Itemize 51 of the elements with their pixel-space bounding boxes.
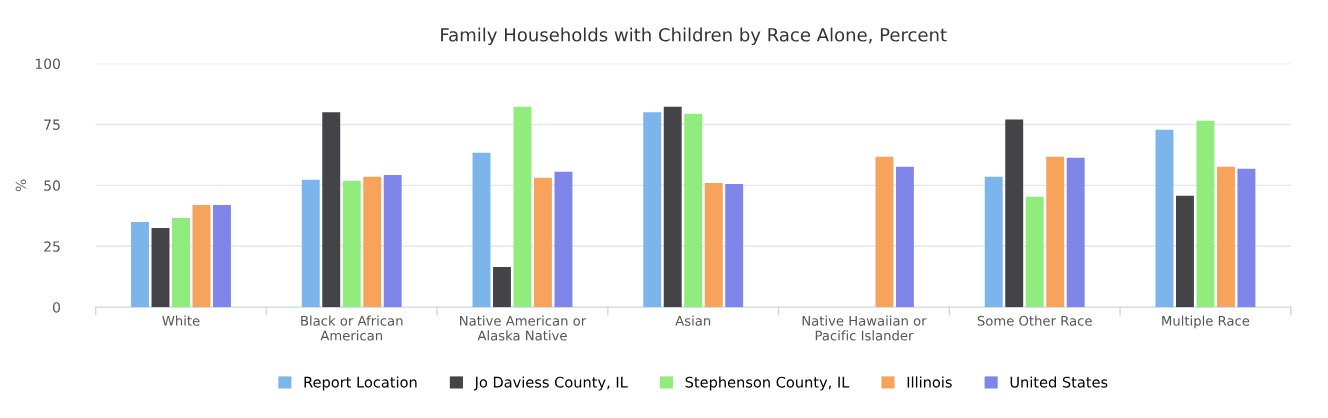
y-tick-label: 100 <box>35 58 60 70</box>
y-tick-label: 0 <box>52 302 60 313</box>
bar <box>1155 129 1174 308</box>
bar <box>151 228 170 308</box>
bar <box>472 152 491 308</box>
legend-label: Jo Daviess County, IL <box>473 376 628 391</box>
bar <box>301 179 320 308</box>
x-tick-label: Asian <box>675 315 711 326</box>
x-tick-label: Native Hawaiian or Pacific Islander <box>802 315 927 341</box>
bar <box>213 204 231 308</box>
bar <box>493 267 511 308</box>
y-tick-label: 50 <box>44 180 60 191</box>
bar <box>663 106 682 308</box>
bar <box>131 221 149 308</box>
bar <box>534 177 552 308</box>
bar <box>513 106 532 308</box>
bar <box>554 171 573 308</box>
y-tick-label: 25 <box>44 241 60 252</box>
x-tick-label: Black or African American <box>301 315 403 341</box>
chart-title: Family Households with Children by Race Alone, Percent <box>441 27 947 46</box>
legend-label: Stephenson County, IL <box>685 376 850 391</box>
bar <box>984 176 1003 308</box>
bar <box>1216 166 1235 308</box>
bar <box>1005 119 1024 308</box>
bar <box>704 182 723 308</box>
bar <box>684 113 703 308</box>
bar <box>643 112 662 308</box>
x-tick-label: Some Other Race <box>977 315 1092 326</box>
x-tick-label: Multiple Race <box>1162 315 1250 329</box>
y-axis-title: % <box>15 179 27 192</box>
legend-label: Report Location <box>304 376 417 391</box>
legend-label: United States <box>1010 376 1108 388</box>
bar <box>383 174 402 308</box>
bar <box>1025 196 1044 308</box>
x-tick-label: White <box>162 315 200 326</box>
bar <box>895 166 914 308</box>
bar <box>1046 156 1065 308</box>
bar <box>1066 157 1085 308</box>
bar <box>1237 168 1256 308</box>
y-tick-label: 75 <box>44 119 60 130</box>
bar <box>363 176 382 308</box>
x-tick-label: Native American or Alaska Native <box>460 315 587 341</box>
bar <box>192 204 211 308</box>
bar <box>1175 195 1194 308</box>
bar <box>875 156 894 308</box>
bar <box>342 180 361 308</box>
bar <box>322 112 341 308</box>
bar <box>172 218 190 308</box>
bar <box>1196 120 1215 308</box>
legend-label: Illinois <box>907 376 952 388</box>
bar <box>725 183 744 308</box>
